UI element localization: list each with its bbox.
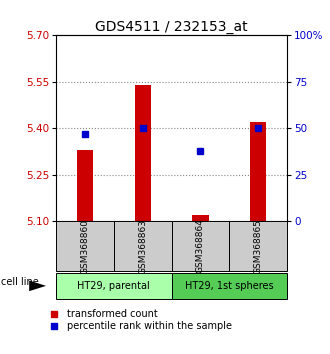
Bar bbox=[172, 221, 229, 271]
Bar bbox=[229, 221, 287, 271]
Bar bbox=[172, 273, 287, 299]
Bar bbox=[114, 221, 172, 271]
Bar bbox=[77, 150, 93, 221]
Bar bbox=[56, 273, 172, 299]
Text: HT29, parental: HT29, parental bbox=[78, 281, 150, 291]
Bar bbox=[135, 85, 151, 221]
Text: GSM368864: GSM368864 bbox=[196, 218, 205, 274]
Text: cell line: cell line bbox=[1, 277, 39, 287]
Bar bbox=[250, 122, 266, 221]
Text: GSM368860: GSM368860 bbox=[81, 218, 89, 274]
Bar bbox=[56, 221, 114, 271]
Text: GSM368865: GSM368865 bbox=[254, 218, 263, 274]
Legend: transformed count, percentile rank within the sample: transformed count, percentile rank withi… bbox=[45, 309, 232, 331]
Title: GDS4511 / 232153_at: GDS4511 / 232153_at bbox=[95, 21, 248, 34]
Bar bbox=[192, 215, 209, 221]
Text: HT29, 1st spheres: HT29, 1st spheres bbox=[185, 281, 274, 291]
Text: GSM368863: GSM368863 bbox=[138, 218, 147, 274]
Polygon shape bbox=[29, 280, 46, 291]
